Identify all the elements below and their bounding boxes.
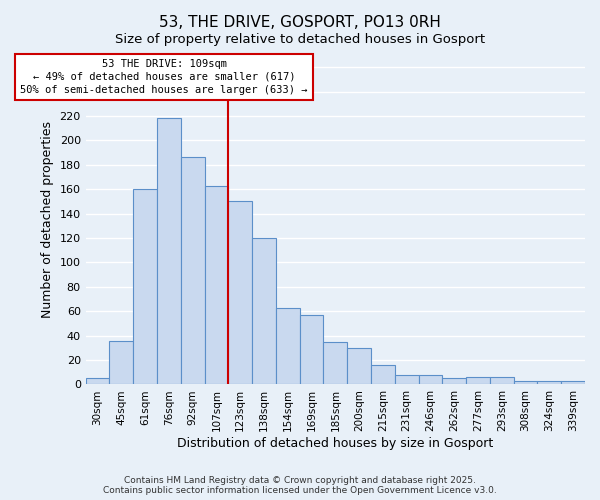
Text: 53, THE DRIVE, GOSPORT, PO13 0RH: 53, THE DRIVE, GOSPORT, PO13 0RH	[159, 15, 441, 30]
Bar	[442, 378, 466, 384]
Bar	[323, 342, 347, 384]
X-axis label: Distribution of detached houses by size in Gosport: Distribution of detached houses by size …	[177, 437, 493, 450]
Bar	[490, 377, 514, 384]
Text: Size of property relative to detached houses in Gosport: Size of property relative to detached ho…	[115, 32, 485, 46]
Bar	[157, 118, 181, 384]
Bar	[86, 378, 109, 384]
Bar	[347, 348, 371, 385]
Bar	[109, 340, 133, 384]
Y-axis label: Number of detached properties: Number of detached properties	[41, 121, 54, 318]
Bar	[419, 374, 442, 384]
Bar	[229, 202, 252, 384]
Bar	[205, 186, 229, 384]
Bar	[133, 189, 157, 384]
Text: Contains HM Land Registry data © Crown copyright and database right 2025.
Contai: Contains HM Land Registry data © Crown c…	[103, 476, 497, 495]
Bar	[252, 238, 276, 384]
Bar	[466, 377, 490, 384]
Bar	[371, 365, 395, 384]
Text: 53 THE DRIVE: 109sqm
← 49% of detached houses are smaller (617)
50% of semi-deta: 53 THE DRIVE: 109sqm ← 49% of detached h…	[20, 59, 308, 95]
Bar	[561, 381, 585, 384]
Bar	[276, 308, 299, 384]
Bar	[538, 381, 561, 384]
Bar	[299, 315, 323, 384]
Bar	[395, 374, 419, 384]
Bar	[514, 381, 538, 384]
Bar	[181, 158, 205, 384]
